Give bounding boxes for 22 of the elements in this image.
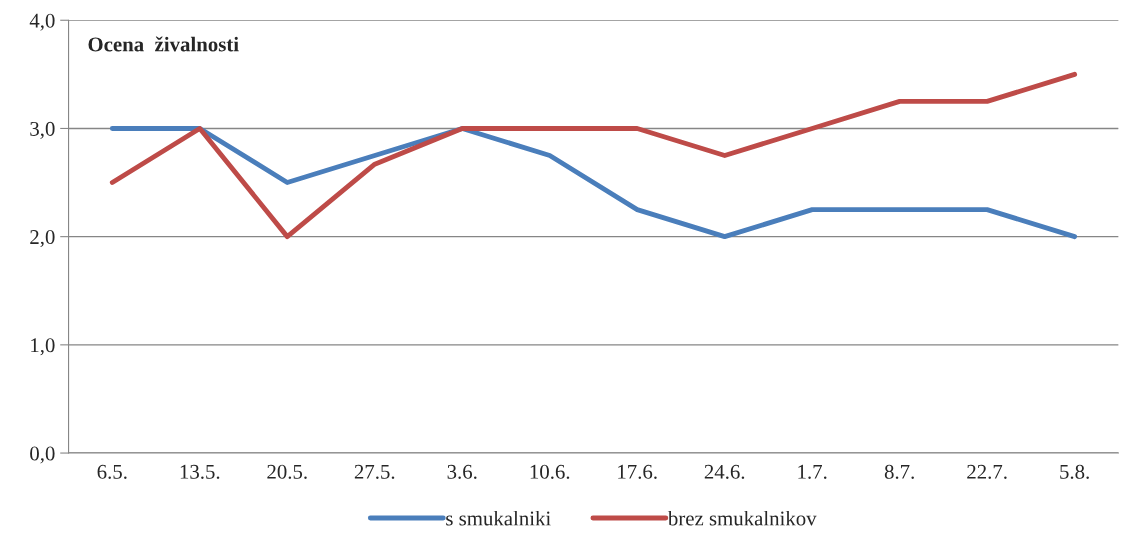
x-tick-label: 20.5. — [267, 464, 307, 479]
line-series — [109, 71, 1078, 240]
x-tick-label: 5.8. — [1060, 464, 1089, 479]
y-tick-label: 3,0 — [30, 121, 55, 139]
legend-label: brez smukalnikov — [667, 510, 817, 526]
x-tick-label: 1.7. — [798, 464, 827, 479]
y-tick-label: 1,0 — [31, 338, 55, 356]
x-tick-label: 13.5. — [180, 464, 220, 479]
x-tick-label: 10.6. — [530, 464, 570, 479]
x-tick-label: 17.6. — [618, 464, 657, 479]
text: Ocena živalnosti — [88, 36, 239, 52]
x-tick-label: 8.7. — [884, 464, 914, 479]
y-tick-label: 4,0 — [29, 13, 55, 31]
y-tick-label: 2,0 — [30, 230, 55, 248]
x-tick-label: 6.5. — [97, 464, 127, 479]
y-tick-label: 0,0 — [30, 446, 55, 464]
x-tick-label: 3.6. — [447, 464, 477, 479]
x-tick-label: 24.6. — [704, 464, 745, 479]
x-tick-label: 27.5. — [354, 464, 395, 479]
legend-label: s smukalniki — [446, 510, 551, 526]
line-series — [109, 126, 1078, 240]
x-tick-label: 22.7. — [967, 464, 1007, 479]
